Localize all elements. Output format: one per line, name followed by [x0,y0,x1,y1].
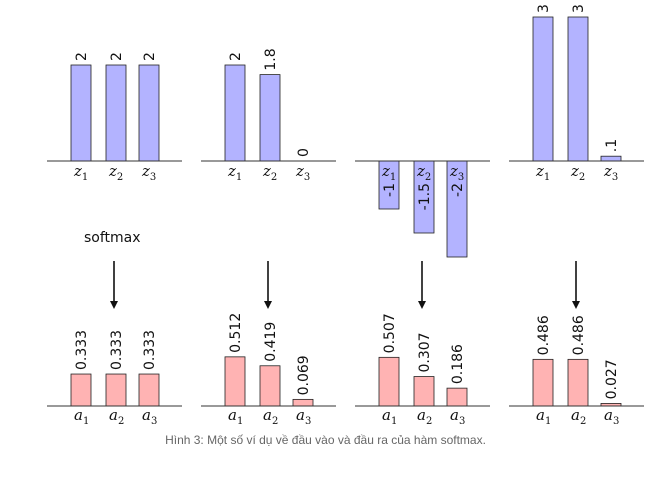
input-bar-2-2 [259,74,281,162]
input-value-label-2-2: 1.8 [263,48,279,70]
input-value-label-2-3: 0 [296,148,312,157]
input-category-label-3-2: z2 [416,162,431,183]
input-value-label-4-3: .1 [604,139,620,152]
output-value-label-2-3: 0.069 [296,355,312,395]
output-value-label-4-3: 0.027 [604,359,620,399]
output-value-label-3-2: 0.307 [417,332,433,372]
input-category-label-3-3: z3 [449,162,464,183]
input-category-label-1-1: z1 [73,162,88,183]
input-value-label-3-1: -1 [382,183,398,197]
softmax-arrowhead-2 [264,301,272,309]
input-value-label-4-2: 3 [571,4,587,13]
input-category-label-4-3: z3 [603,162,618,183]
input-value-label-1-3: 2 [142,52,158,61]
softmax-arrowhead-3 [418,301,426,309]
input-category-label-1-3: z3 [141,162,156,183]
input-value-label-1-1: 2 [74,52,90,61]
output-category-label-4-2: a2 [571,406,586,427]
output-bar-4-1 [532,358,554,407]
output-bar-2-1 [224,356,246,407]
input-value-label-4-1: 3 [536,4,552,13]
input-category-label-2-1: z1 [227,162,242,183]
input-bar-2-1 [224,64,246,162]
input-category-label-1-2: z2 [108,162,123,183]
output-bar-3-1 [378,356,400,407]
input-bar-4-2 [567,16,589,162]
softmax-arrowhead-4 [572,301,580,309]
input-value-label-1-2: 2 [109,52,125,61]
input-bar-4-1 [532,16,554,162]
output-bar-1-3 [138,373,160,407]
output-bar-4-2 [567,358,589,407]
output-bar-2-2 [259,365,281,407]
input-value-label-3-3: -2 [450,183,466,197]
output-bar-3-3 [446,387,468,407]
softmax-arrowhead-1 [110,301,118,309]
input-value-label-3-2: -1.5 [417,183,433,210]
output-value-label-2-2: 0.419 [263,322,279,362]
input-bar-1-3 [138,64,160,162]
input-category-label-2-2: z2 [262,162,277,183]
input-category-label-2-3: z3 [295,162,310,183]
output-value-label-4-1: 0.486 [536,315,552,355]
input-value-label-2-1: 2 [228,52,244,61]
input-bar-1-1 [70,64,92,162]
output-category-label-3-1: a1 [382,406,397,427]
output-category-label-1-2: a2 [109,406,124,427]
input-bar-4-3 [600,155,622,162]
output-category-label-3-3: a3 [450,406,465,427]
input-bar-1-2 [105,64,127,162]
output-value-label-3-1: 0.507 [382,313,398,353]
output-bar-1-1 [70,373,92,407]
input-category-label-3-1: z1 [381,162,396,183]
output-bar-1-2 [105,373,127,407]
output-category-label-3-2: a2 [417,406,432,427]
output-value-label-2-1: 0.512 [228,313,244,353]
output-category-label-1-1: a1 [74,406,89,427]
output-category-label-4-1: a1 [536,406,551,427]
output-value-label-1-1: 0.333 [74,330,90,370]
input-category-label-4-1: z1 [535,162,550,183]
output-value-label-1-3: 0.333 [142,330,158,370]
output-bar-2-3 [292,398,314,407]
output-value-label-1-2: 0.333 [109,330,125,370]
output-bar-3-2 [413,376,435,407]
output-value-label-3-3: 0.186 [450,344,466,384]
softmax-label: softmax [84,230,141,246]
output-value-label-4-2: 0.486 [571,315,587,355]
output-category-label-1-3: a3 [142,406,157,427]
output-category-label-2-1: a1 [228,406,243,427]
figure-caption: Hình 3: Một số ví dụ về đầu vào và đầu r… [165,433,486,447]
softmax-figure: softmax 2z12z22z32z11.8z20z3-1z1-1.5z2-2… [47,4,644,427]
output-category-label-2-2: a2 [263,406,278,427]
output-category-label-2-3: a3 [296,406,311,427]
input-category-label-4-2: z2 [570,162,585,183]
output-category-label-4-3: a3 [604,406,619,427]
